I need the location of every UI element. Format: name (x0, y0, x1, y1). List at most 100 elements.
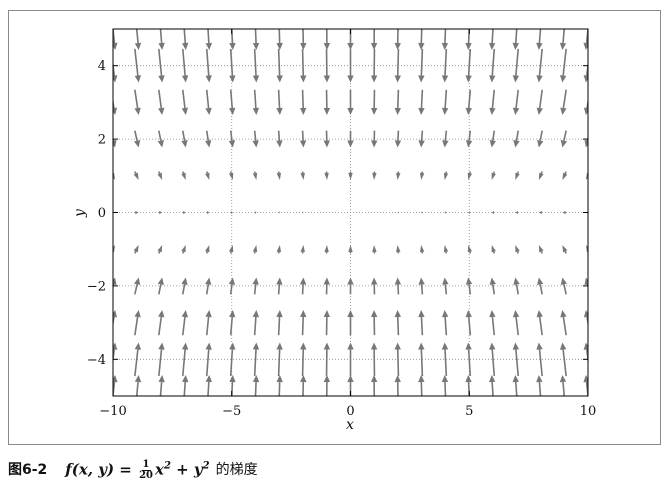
gradient-arrow (394, 89, 402, 115)
gradient-arrow (157, 277, 164, 295)
gradient-arrow (229, 342, 236, 377)
gradient-arrow (467, 245, 473, 254)
gradient-arrow (133, 171, 139, 180)
gradient-arrow (465, 89, 472, 115)
gradient-arrow (394, 277, 402, 295)
gradient-arrow (491, 171, 496, 180)
gradient-arrow (181, 171, 186, 180)
gradient-arrow (134, 29, 142, 50)
gradient-arrow (371, 277, 378, 295)
gradient-arrow (252, 245, 258, 254)
gradient-arrow (537, 277, 544, 295)
gradient-arrow (181, 342, 189, 377)
gradient-arrow (229, 89, 236, 115)
gradient-arrow (323, 342, 331, 377)
gradient-arrow (135, 210, 139, 215)
gradient-arrow (323, 310, 331, 336)
gradient-arrow (512, 310, 520, 336)
y-tick-label: 0 (98, 206, 106, 221)
gradient-arrow (113, 135, 117, 148)
gradient-arrow (252, 342, 260, 377)
gradient-arrow (370, 89, 378, 115)
gradient-arrow (276, 245, 282, 254)
gradient-arrow (158, 375, 165, 396)
gradient-arrow (536, 89, 543, 115)
gradient-arrow (418, 130, 425, 148)
gradient-arrow (182, 375, 189, 396)
gradient-arrow (205, 277, 212, 295)
gradient-arrow (113, 172, 116, 180)
quiver-plot: −10 −5 0 5 10 −4 −2 0 2 4 x y (72, 28, 596, 433)
gradient-arrow (228, 277, 236, 295)
gradient-arrow (465, 375, 472, 396)
gradient-arrow (276, 48, 283, 83)
gradient-arrow (488, 29, 496, 50)
gradient-arrow (347, 310, 354, 336)
gradient-arrow (370, 29, 378, 50)
gradient-arrow (323, 130, 330, 148)
gradient-arrow (559, 48, 567, 83)
gradient-arrow (347, 130, 354, 148)
gradient-arrow (205, 342, 212, 377)
gradient-arrow (537, 130, 544, 148)
gradient-arrow (396, 245, 401, 254)
formula-x-exponent: 2 (163, 460, 171, 471)
gradient-arrow (394, 29, 401, 50)
gradient-arrow (489, 130, 496, 148)
formula-x: x (155, 460, 164, 478)
gradient-arrow (252, 89, 260, 115)
gradient-arrow (324, 245, 329, 254)
gradient-arrow (300, 375, 307, 396)
gradient-arrow (182, 29, 189, 50)
gradient-arrow (418, 277, 425, 295)
caption-formula: f(x, y) = 1 20 x2 + y2 (65, 459, 209, 481)
gradient-arrow (442, 130, 449, 148)
gradient-arrow (205, 310, 212, 336)
gradient-arrow (418, 29, 425, 50)
gradient-arrow (394, 130, 402, 148)
gradient-arrow (560, 277, 568, 295)
gradient-arrow (323, 277, 330, 295)
gradient-arrow (276, 130, 283, 148)
gradient-arrow (347, 48, 354, 83)
gradient-arrow (370, 375, 378, 396)
gradient-arrow (441, 48, 449, 83)
gradient-arrow (489, 310, 496, 336)
gradient-arrow (158, 310, 165, 336)
figure-number: 图6-2 (8, 462, 48, 478)
gradient-arrow (134, 342, 142, 377)
gradient-arrow (205, 89, 212, 115)
gradient-arrow (299, 310, 307, 336)
gradient-arrow (370, 342, 378, 377)
gradient-arrow (300, 171, 305, 180)
gradient-arrow (252, 171, 258, 180)
gradient-arrow (536, 48, 543, 83)
gradient-arrow (134, 375, 142, 396)
gradient-arrow (206, 210, 210, 215)
gradient-arrow (133, 130, 141, 148)
gradient-arrow (252, 375, 260, 396)
gradient-arrow (488, 375, 496, 396)
gradient-arrow (441, 342, 449, 377)
gradient-arrow (465, 29, 472, 50)
gradient-arrow (421, 211, 423, 214)
gradient-arrow (536, 342, 543, 377)
gradient-arrow (252, 130, 259, 148)
gradient-arrow (300, 245, 305, 254)
formula-prefix: f(x, y) = (65, 460, 132, 478)
gradient-arrow (465, 277, 473, 295)
gradient-arrow (181, 310, 189, 336)
gradient-arrow (515, 171, 520, 180)
x-tick-label: −10 (99, 404, 126, 419)
gradient-arrow (134, 310, 141, 336)
gradient-arrow (299, 89, 307, 115)
gradient-arrow (300, 29, 307, 50)
formula-fraction: 1 20 (139, 459, 153, 481)
gradient-arrow (205, 29, 213, 50)
gradient-arrow (418, 310, 425, 336)
gradient-arrow (562, 210, 566, 215)
gradient-arrow (230, 211, 233, 214)
x-axis-label: x (346, 417, 354, 433)
gradient-arrow (419, 245, 425, 254)
gradient-arrow (252, 29, 260, 50)
